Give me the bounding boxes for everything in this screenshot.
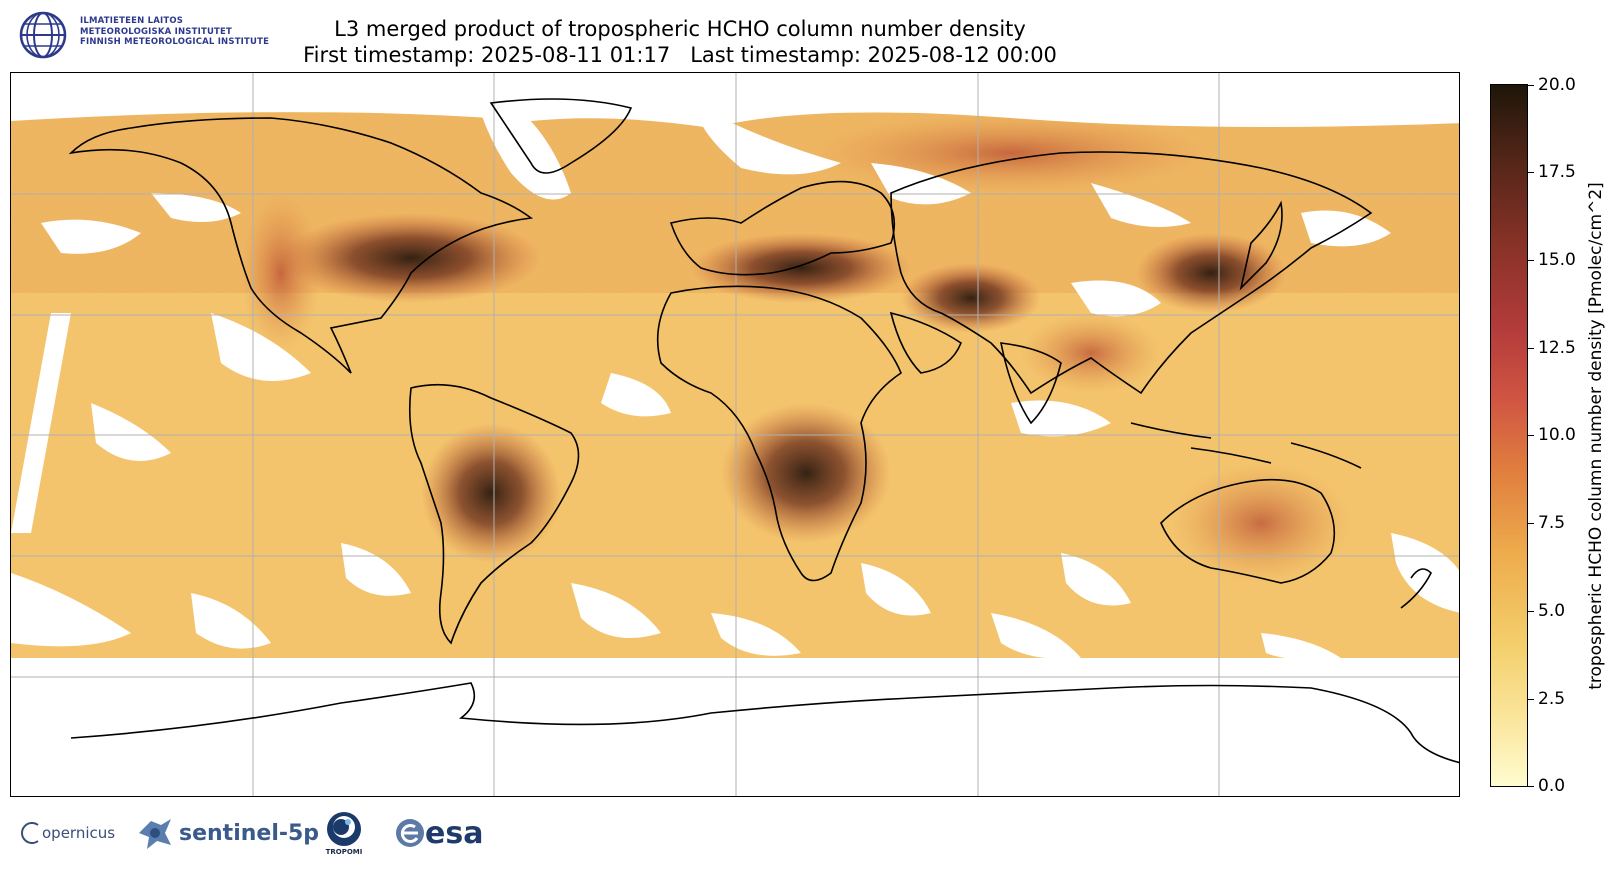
coast-australia [1160,478,1336,584]
esa-text: esa [425,815,484,851]
fmi-globe-icon [19,11,67,59]
warm-west-us [241,193,321,353]
world-map [11,73,1459,796]
satellite-icon [139,819,171,849]
colorbar-title: tropospheric HCHO column number density … [1586,182,1606,690]
warm-south-asia [1021,313,1161,393]
sentinel-text: sentinel-5p [179,820,320,846]
coast-north-america [68,117,534,374]
coast-antarctica [70,682,1459,764]
tropomi-text: TROPOMI [325,848,363,856]
coast-arabia [889,311,962,374]
sentinel-5p-logo: sentinel-5p [135,808,319,858]
copernicus-c-icon [21,822,39,844]
hotspot-central-africa [721,403,891,543]
fmi-logo: ILMATIETEEN LAITOS METEOROLOGISKA INSTIT… [18,10,298,60]
coast-japan [1239,200,1283,291]
colorbar-tick-label: 15.0 [1538,250,1576,270]
coast-indonesia [1130,422,1362,469]
warm-australia [1171,463,1351,583]
colorbar-tick-label: 2.5 [1538,689,1566,709]
figure-title: L3 merged product of tropospheric HCHO c… [250,16,1110,68]
coastlines [68,98,1459,764]
colorbar [1490,84,1528,787]
coast-asia [890,151,1373,395]
copernicus-text: opernicus [42,824,116,842]
colorbar-tick-label: 10.0 [1538,425,1576,445]
coast-new-zealand [1400,568,1432,609]
fmi-name-sv: METEOROLOGISKA INSTITUTET [80,26,233,37]
coast-africa [656,285,902,582]
coast-greenland [489,98,633,174]
hotspot-eastern-us [281,213,541,303]
hcho-map [10,72,1460,797]
coast-south-america [408,383,580,645]
fmi-name: ILMATIETEEN LAITOS METEOROLOGISKA INSTIT… [80,16,269,48]
title-product: L3 merged product of tropospheric HCHO c… [334,17,1026,41]
title-timestamps: First timestamp: 2025-08-11 01:17 Last t… [303,43,1057,67]
colorbar-tick-label: 17.5 [1538,162,1576,182]
esa-logo: esa [395,808,483,858]
colorbar-tick-label: 5.0 [1538,601,1566,621]
fmi-name-fi: ILMATIETEEN LAITOS [80,16,184,26]
colorbar-tick-label: 7.5 [1538,513,1566,533]
coast-europe [669,180,896,276]
colorbar-tick-label: 0.0 [1538,776,1566,796]
colorbar-tick-label: 20.0 [1538,75,1576,95]
hotspot-south-america [421,423,561,563]
copernicus-logo: opernicus [20,808,115,858]
colorbar-tick-label: 12.5 [1538,338,1576,358]
graticule [11,73,1459,796]
coast-india [999,342,1062,425]
esa-e-icon [396,819,424,847]
fmi-name-en: FINNISH METEOROLOGICAL INSTITUTE [80,37,270,47]
tropomi-eye-icon [327,812,361,846]
tropomi-logo: TROPOMI [325,808,363,858]
